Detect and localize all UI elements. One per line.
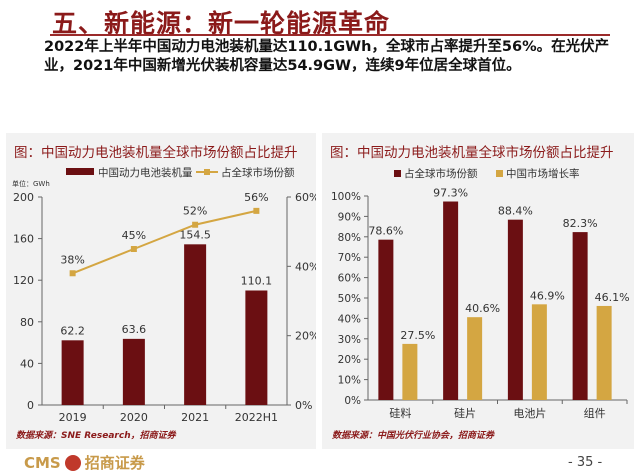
- bar-data-label: 63.6: [122, 323, 147, 336]
- bar-data-label: 27.5%: [400, 329, 435, 342]
- x-tick-label: 硅料: [389, 406, 411, 420]
- unit-label: 单位：GWh: [12, 179, 50, 188]
- bar: [443, 201, 459, 400]
- y-tick-label: 80: [20, 316, 34, 329]
- chart-title: 图：中国动力电池装机量全球市场份额占比提升: [330, 145, 614, 161]
- bar-data-label: 62.2: [60, 324, 85, 337]
- legend-swatch: [394, 170, 401, 177]
- x-tick-label: 2019: [59, 411, 87, 424]
- x-tick-label: 2020: [120, 411, 148, 424]
- bar: [507, 219, 523, 400]
- summary-text: 2022年上半年中国动力电池装机量达110.1GWh，全球市占率提升至56%。在…: [44, 39, 610, 74]
- line-data-label: 45%: [122, 229, 146, 242]
- bar-data-label: 88.4%: [498, 205, 533, 218]
- bar-data-label: 97.3%: [433, 187, 468, 200]
- y-tick-label: 100%: [331, 191, 361, 203]
- line-point: [192, 221, 199, 228]
- bar: [402, 343, 418, 400]
- legend-swatch: [496, 170, 503, 177]
- bar: [184, 244, 207, 405]
- bar: [245, 290, 268, 405]
- page-number: - 35 -: [568, 455, 603, 470]
- y2-tick-label: 60%: [295, 191, 316, 204]
- y2-tick-label: 20%: [295, 330, 316, 343]
- legend-label: 中国动力电池装机量: [98, 166, 193, 179]
- bar: [596, 305, 612, 400]
- y-tick-label: 40%: [338, 313, 361, 325]
- bar-data-label: 82.3%: [563, 217, 598, 230]
- line-data-label: 56%: [244, 191, 268, 204]
- y-tick-label: 200: [13, 191, 34, 204]
- y-tick-label: 30%: [338, 334, 361, 346]
- y2-tick-label: 40%: [295, 260, 316, 273]
- legend-label: 占全球市场份额: [221, 166, 295, 179]
- chart-panel-battery: 图：中国动力电池装机量全球市场份额占比提升 中国动力电池装机量 占全球市场份额单位…: [6, 133, 316, 449]
- y-tick-label: 50%: [338, 293, 361, 305]
- legend-label: 中国市场增长率: [506, 167, 580, 180]
- bar: [122, 338, 145, 405]
- y-tick-label: 0: [27, 399, 34, 412]
- chart-title: 图：中国动力电池装机量全球市场份额占比提升: [14, 145, 298, 161]
- y-tick-label: 20%: [338, 354, 361, 366]
- line-point: [130, 246, 137, 252]
- legend-marker: [204, 169, 210, 175]
- logo-text: CMS: [24, 453, 61, 472]
- logo-cn: 招商证券: [84, 454, 145, 472]
- bar-data-label: 78.6%: [368, 225, 403, 238]
- bar: [61, 340, 84, 405]
- bar: [572, 232, 588, 400]
- legend-swatch-bar: [66, 168, 94, 175]
- chart-source: 数据来源：SNE Research，招商证券: [16, 431, 176, 441]
- y-tick-label: 60%: [338, 273, 361, 285]
- bar: [531, 304, 547, 400]
- y-tick-label: 120: [13, 274, 34, 287]
- bar-data-label: 46.1%: [595, 291, 630, 304]
- y-tick-label: 10%: [338, 375, 361, 387]
- y-tick-label: 90%: [338, 211, 361, 223]
- slide-title: 五、新能源：新一轮能源革命: [52, 9, 391, 38]
- line-point: [69, 270, 76, 277]
- company-logo: CMS 招商证券: [24, 452, 145, 473]
- chart-pv: 占全球市场份额 中国市场增长率 0% 10% 20% 30% 40% 50% 60% 70% 80%…: [331, 167, 630, 420]
- x-tick-label: 2022H1: [235, 411, 278, 424]
- bar-data-label: 46.9%: [530, 289, 565, 302]
- y-tick-label: 80%: [338, 232, 361, 244]
- bar: [378, 239, 394, 400]
- x-tick-label: 2021: [181, 411, 209, 424]
- line-data-label: 38%: [60, 253, 84, 266]
- logo-icon: [64, 454, 81, 471]
- y2-tick-label: 0%: [295, 399, 312, 412]
- chart-panel-pv: 图：中国动力电池装机量全球市场份额占比提升 占全球市场份额 中国市场增长率 0% 10…: [322, 133, 634, 449]
- y-tick-label: 40: [20, 357, 34, 370]
- y-tick-label: 160: [13, 233, 34, 246]
- x-tick-label: 硅片: [454, 407, 476, 420]
- y-tick-label: 0%: [344, 395, 361, 407]
- bar-data-label: 110.1: [241, 274, 273, 287]
- x-tick-label: 电池片: [513, 407, 546, 420]
- line-point: [253, 207, 260, 214]
- legend-label: 占全球市场份额: [404, 167, 478, 180]
- bar: [467, 317, 483, 400]
- line-data-label: 52%: [183, 205, 207, 218]
- title-divider: [50, 34, 610, 36]
- x-tick-label: 组件: [584, 406, 606, 420]
- share-line: [72, 209, 257, 275]
- bar-data-label: 154.5: [179, 228, 211, 241]
- bar-data-label: 40.6%: [465, 302, 500, 315]
- y-tick-label: 70%: [338, 252, 361, 264]
- chart-source: 数据来源：中国光伏行业协会，招商证券: [332, 431, 495, 441]
